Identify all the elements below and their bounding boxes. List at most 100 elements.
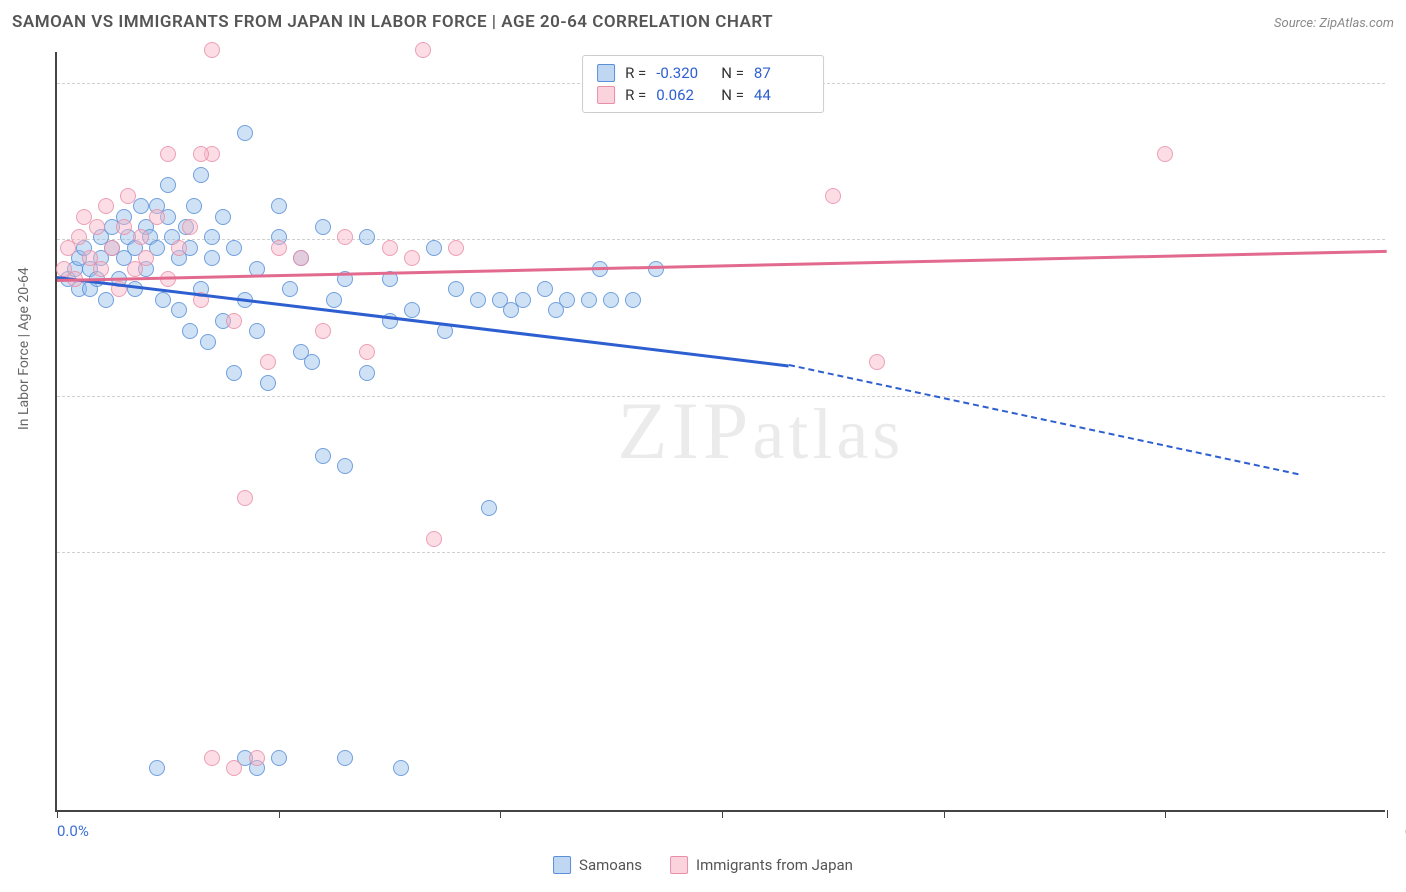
legend-label-samoans: Samoans xyxy=(579,856,642,874)
data-point-samoans xyxy=(559,292,575,308)
data-point-japan xyxy=(182,219,198,235)
y-tick-label: 55.0% xyxy=(1395,543,1406,561)
data-point-japan xyxy=(404,250,420,266)
data-point-samoans xyxy=(186,198,202,214)
data-point-japan xyxy=(160,146,176,162)
data-point-samoans xyxy=(603,292,619,308)
x-tick xyxy=(500,810,501,818)
gridline xyxy=(57,396,1385,397)
data-point-samoans xyxy=(448,281,464,297)
legend-label-japan: Immigrants from Japan xyxy=(696,856,853,874)
data-point-samoans xyxy=(171,302,187,318)
data-point-japan xyxy=(271,240,287,256)
data-point-japan xyxy=(1157,146,1173,162)
y-axis-label: In Labor Force | Age 20-64 xyxy=(16,267,32,430)
watermark: ZIPatlas xyxy=(617,384,904,478)
series-legend: Samoans Immigrants from Japan xyxy=(553,856,853,874)
n-value-japan: 44 xyxy=(754,86,809,104)
x-tick xyxy=(279,810,280,818)
data-point-japan xyxy=(71,229,87,245)
data-point-japan xyxy=(315,323,331,339)
data-point-samoans xyxy=(581,292,597,308)
data-point-japan xyxy=(193,146,209,162)
data-point-japan xyxy=(116,219,132,235)
data-point-samoans xyxy=(359,365,375,381)
gridline xyxy=(57,239,1385,240)
data-point-samoans xyxy=(393,760,409,776)
data-point-samoans xyxy=(193,167,209,183)
data-point-samoans xyxy=(204,229,220,245)
x-min-label: 0.0% xyxy=(57,822,89,840)
data-point-samoans xyxy=(271,750,287,766)
data-point-japan xyxy=(138,250,154,266)
x-tick xyxy=(1387,810,1388,818)
data-point-samoans xyxy=(200,334,216,350)
trend-line xyxy=(57,276,789,367)
swatch-samoans xyxy=(597,64,615,82)
data-point-samoans xyxy=(160,177,176,193)
data-point-japan xyxy=(415,42,431,58)
data-point-samoans xyxy=(133,198,149,214)
trend-line xyxy=(788,364,1298,475)
n-label: N = xyxy=(721,86,744,104)
data-point-samoans xyxy=(98,292,114,308)
data-point-samoans xyxy=(271,198,287,214)
swatch-japan-icon xyxy=(670,856,688,874)
data-point-samoans xyxy=(226,240,242,256)
n-label: N = xyxy=(721,64,744,82)
data-point-japan xyxy=(825,188,841,204)
data-point-samoans xyxy=(481,500,497,516)
r-label: R = xyxy=(625,64,646,82)
data-point-samoans xyxy=(337,458,353,474)
data-point-samoans xyxy=(315,219,331,235)
data-point-japan xyxy=(260,354,276,370)
data-point-samoans xyxy=(426,240,442,256)
data-point-japan xyxy=(149,209,165,225)
plot-area: ZIPatlas 0.0% 60.0% 55.0%70.0%85.0%100.0… xyxy=(55,52,1385,812)
data-point-japan xyxy=(226,313,242,329)
legend-item-japan: Immigrants from Japan xyxy=(670,856,853,874)
data-point-japan xyxy=(120,188,136,204)
x-tick xyxy=(57,810,58,818)
data-point-japan xyxy=(171,240,187,256)
n-value-samoans: 87 xyxy=(754,64,809,82)
data-point-japan xyxy=(249,750,265,766)
data-point-samoans xyxy=(260,375,276,391)
data-point-samoans xyxy=(304,354,320,370)
data-point-japan xyxy=(382,240,398,256)
data-point-samoans xyxy=(537,281,553,297)
data-point-samoans xyxy=(359,229,375,245)
data-point-japan xyxy=(426,531,442,547)
data-point-samoans xyxy=(149,760,165,776)
data-point-samoans xyxy=(215,209,231,225)
y-tick-label: 70.0% xyxy=(1395,387,1406,405)
data-point-japan xyxy=(204,750,220,766)
legend-item-samoans: Samoans xyxy=(553,856,642,874)
data-point-japan xyxy=(226,760,242,776)
legend-row-japan: R = 0.062 N = 44 xyxy=(597,84,809,106)
data-point-samoans xyxy=(182,323,198,339)
data-point-samoans xyxy=(249,323,265,339)
x-tick xyxy=(1165,810,1166,818)
data-point-japan xyxy=(133,229,149,245)
data-point-samoans xyxy=(282,281,298,297)
data-point-samoans xyxy=(204,250,220,266)
data-point-samoans xyxy=(226,365,242,381)
data-point-samoans xyxy=(404,302,420,318)
legend-row-samoans: R = -0.320 N = 87 xyxy=(597,62,809,84)
swatch-samoans-icon xyxy=(553,856,571,874)
gridline xyxy=(57,552,1385,553)
data-point-japan xyxy=(204,42,220,58)
data-point-japan xyxy=(89,219,105,235)
data-point-samoans xyxy=(515,292,531,308)
r-value-samoans: -0.320 xyxy=(656,64,711,82)
data-point-samoans xyxy=(625,292,641,308)
data-point-japan xyxy=(98,198,114,214)
chart-title: SAMOAN VS IMMIGRANTS FROM JAPAN IN LABOR… xyxy=(12,12,773,32)
y-tick-label: 85.0% xyxy=(1395,230,1406,248)
data-point-samoans xyxy=(470,292,486,308)
data-point-japan xyxy=(237,490,253,506)
data-point-japan xyxy=(293,250,309,266)
data-point-japan xyxy=(448,240,464,256)
data-point-japan xyxy=(93,261,109,277)
